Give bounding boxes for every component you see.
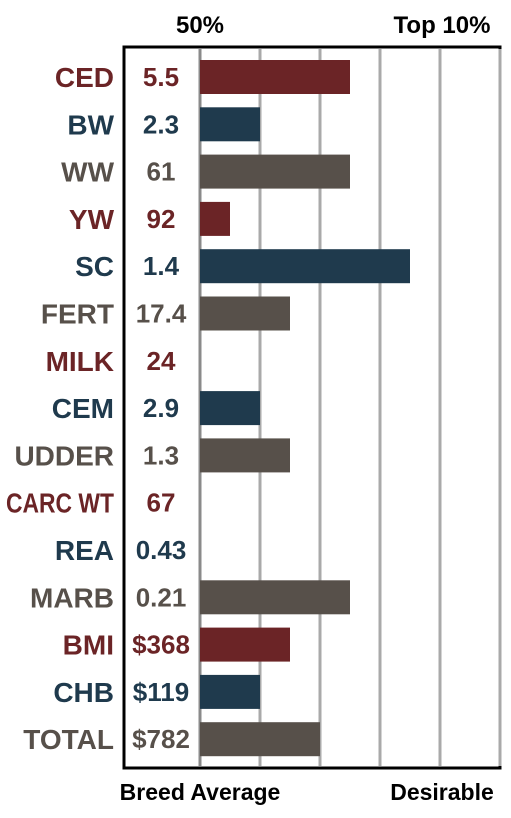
trait-label-bmi: BMI (63, 630, 114, 661)
value-label-milk: 24 (147, 346, 176, 376)
bar-ww (200, 154, 350, 189)
trait-label-bw: BW (67, 109, 114, 140)
trait-label-cem: CEM (52, 393, 114, 424)
bar-total (200, 722, 320, 757)
value-label-marb: 0.21 (136, 582, 187, 612)
bar-ced (200, 60, 350, 94)
header-top-10-percent: Top 10% (394, 12, 491, 39)
value-label-bmi: $368 (132, 630, 190, 660)
value-label-bw: 2.3 (143, 109, 179, 139)
bars (200, 60, 410, 757)
bar-fert (200, 296, 290, 331)
trait-label-ced: CED (55, 62, 114, 93)
trait-label-milk: MILK (46, 346, 114, 377)
trait-label-ww: WW (61, 157, 114, 188)
trait-label-fert: FERT (41, 299, 114, 330)
trait-label-rea: REA (55, 535, 114, 566)
bar-cem (200, 391, 260, 426)
value-label-yw: 92 (147, 204, 176, 234)
bar-marb (200, 580, 350, 615)
bar-udder (200, 438, 290, 473)
header-50-percent: 50% (176, 12, 224, 39)
value-label-chb: $119 (133, 677, 189, 707)
trait-label-carc-wt: CARC WT (6, 488, 114, 519)
bar-bw (200, 107, 260, 142)
footer-breed-average: Breed Average (120, 779, 281, 805)
trait-label-chb: CHB (53, 677, 114, 708)
row-labels: CED 5.5 BW 2.3 WW 61 YW 92 SC 1.4 FERT 17.4 MILK 24 CE… (6, 62, 190, 755)
value-label-rea: 0.43 (136, 535, 187, 565)
trait-label-marb: MARB (30, 582, 114, 613)
bar-sc (200, 249, 410, 284)
bar-chb (200, 674, 260, 709)
bar-yw (200, 201, 230, 236)
footer-desirable: Desirable (390, 779, 494, 805)
value-label-udder: 1.3 (143, 440, 179, 470)
value-label-sc: 1.4 (143, 251, 180, 281)
trait-label-sc: SC (75, 251, 114, 282)
value-label-ced: 5.5 (143, 62, 179, 92)
trait-label-total: TOTAL (23, 724, 114, 755)
trait-label-yw: YW (69, 204, 115, 235)
value-label-cem: 2.9 (143, 393, 179, 423)
bar-bmi (200, 627, 290, 662)
trait-label-udder: UDDER (14, 440, 114, 471)
value-label-ww: 61 (147, 157, 176, 187)
value-label-carc-wt: 67 (147, 488, 176, 518)
value-label-fert: 17.4 (136, 299, 187, 329)
value-label-total: $782 (132, 724, 190, 754)
